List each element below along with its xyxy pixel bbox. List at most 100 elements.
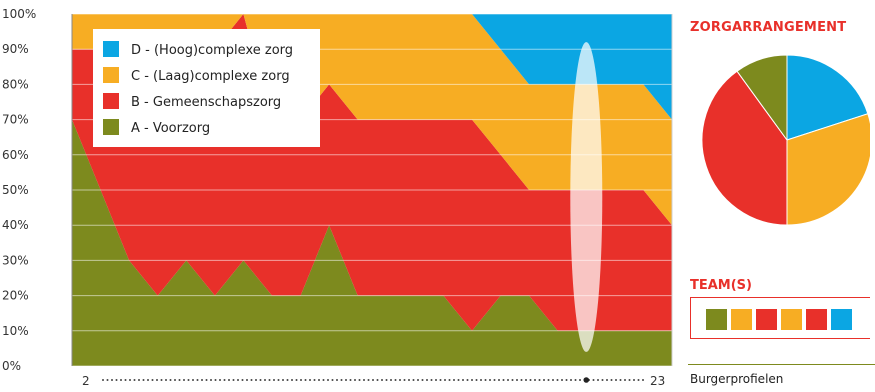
area-series-1[interactable] bbox=[72, 119, 672, 366]
slider-dot bbox=[345, 379, 347, 381]
slider-dot bbox=[138, 379, 140, 381]
slider-dot bbox=[556, 379, 559, 381]
slider-dot bbox=[448, 379, 451, 381]
slider-dot bbox=[579, 379, 581, 381]
slider-dot bbox=[390, 379, 392, 381]
slider-dot bbox=[237, 379, 239, 381]
slider-handle[interactable] bbox=[583, 377, 590, 383]
slider-dot bbox=[367, 379, 370, 381]
slider-dot bbox=[606, 379, 608, 381]
selection-ellipse[interactable] bbox=[570, 42, 603, 352]
legend-label: A - Voorzorg bbox=[131, 121, 210, 136]
slider-dot bbox=[115, 379, 118, 381]
y-tick-label: 100% bbox=[2, 7, 36, 21]
slider-dot bbox=[439, 379, 442, 381]
slider-dot bbox=[147, 379, 149, 381]
team-swatch[interactable] bbox=[806, 309, 827, 330]
slider-dot bbox=[385, 379, 388, 381]
legend-swatch bbox=[103, 67, 119, 83]
footer-label[interactable]: Burgerprofielen bbox=[690, 372, 784, 386]
slider-dot bbox=[408, 379, 410, 381]
slider-dot bbox=[174, 379, 176, 381]
slider-dot bbox=[489, 379, 491, 381]
slider-dot bbox=[597, 379, 599, 381]
legend-swatch bbox=[103, 41, 119, 57]
team-box bbox=[690, 297, 870, 339]
slider-dot bbox=[619, 379, 622, 381]
team-title: TEAM(S) bbox=[690, 278, 752, 293]
slider-dot bbox=[381, 379, 383, 381]
stacked-area-chart: 0% 10% 20% 30% 40% 50% 60% 70% 80% 90% 100% D - (H… bbox=[2, 7, 673, 388]
slider-dot bbox=[192, 379, 194, 381]
slider-dot bbox=[516, 379, 518, 381]
slider-dot bbox=[484, 379, 487, 381]
team-swatch[interactable] bbox=[781, 309, 802, 330]
y-tick-label: 0% bbox=[2, 359, 21, 373]
slider-dot bbox=[525, 379, 527, 381]
slider-dot bbox=[277, 379, 280, 381]
slider-dot bbox=[178, 379, 181, 381]
slider-dot bbox=[295, 379, 298, 381]
y-tick-label: 50% bbox=[2, 183, 29, 197]
selection-highlight[interactable] bbox=[570, 42, 603, 352]
slider-dot bbox=[538, 379, 541, 381]
pie-slice[interactable] bbox=[786, 113, 870, 226]
slider-dot bbox=[403, 379, 406, 381]
slider-dot bbox=[241, 379, 244, 381]
slider-dot bbox=[633, 379, 635, 381]
slider-dot bbox=[421, 379, 424, 381]
slider-dot bbox=[273, 379, 275, 381]
pie-slice[interactable] bbox=[701, 70, 788, 226]
slider-dot bbox=[471, 379, 473, 381]
slider-dot bbox=[394, 379, 397, 381]
slider-dot bbox=[246, 379, 248, 381]
slider-dot bbox=[259, 379, 262, 381]
slider-dot bbox=[628, 379, 631, 381]
slider-dot bbox=[592, 379, 595, 381]
slider-dot bbox=[435, 379, 437, 381]
y-tick-label: 70% bbox=[2, 113, 29, 127]
slider-dot bbox=[291, 379, 293, 381]
team-swatch[interactable] bbox=[831, 309, 852, 330]
slider-dot bbox=[331, 379, 334, 381]
y-tick-label: 60% bbox=[2, 148, 29, 162]
team-swatches bbox=[706, 309, 852, 330]
legend-label: B - Gemeenschapszorg bbox=[131, 95, 281, 110]
slider-dot bbox=[399, 379, 401, 381]
slider-dot bbox=[561, 379, 563, 381]
slider-dot bbox=[102, 379, 104, 381]
area-series-4[interactable] bbox=[72, 14, 672, 120]
slider-dot bbox=[534, 379, 536, 381]
y-tick-label: 20% bbox=[2, 289, 29, 303]
slider-dot bbox=[169, 379, 172, 381]
team-swatch[interactable] bbox=[731, 309, 752, 330]
x-axis-slider[interactable]: 2 23 bbox=[82, 374, 665, 388]
slider-dot bbox=[165, 379, 167, 381]
pie-slice[interactable] bbox=[786, 54, 869, 141]
slider-dot bbox=[453, 379, 455, 381]
slider-dot bbox=[151, 379, 154, 381]
team-swatch[interactable] bbox=[706, 309, 727, 330]
y-tick-label: 30% bbox=[2, 253, 29, 267]
legend-swatch bbox=[103, 119, 119, 135]
slider-dot bbox=[228, 379, 230, 381]
slider-dot bbox=[430, 379, 433, 381]
slider-dot bbox=[255, 379, 257, 381]
y-tick-label: 90% bbox=[2, 42, 29, 56]
slider-dot bbox=[111, 379, 113, 381]
slider-dot bbox=[300, 379, 302, 381]
slider-dot bbox=[615, 379, 617, 381]
slider-dot bbox=[210, 379, 212, 381]
slider-dot bbox=[129, 379, 131, 381]
y-tick-label: 80% bbox=[2, 77, 29, 91]
y-tick-label: 10% bbox=[2, 324, 29, 338]
slider-dot bbox=[120, 379, 122, 381]
slider-dot bbox=[637, 379, 640, 381]
pie-slice[interactable] bbox=[736, 54, 788, 142]
slider-dot bbox=[196, 379, 199, 381]
slider-dot bbox=[498, 379, 500, 381]
team-swatch[interactable] bbox=[756, 309, 777, 330]
slider-dot bbox=[601, 379, 604, 381]
slider-dot bbox=[264, 379, 266, 381]
slider-dot bbox=[219, 379, 221, 381]
